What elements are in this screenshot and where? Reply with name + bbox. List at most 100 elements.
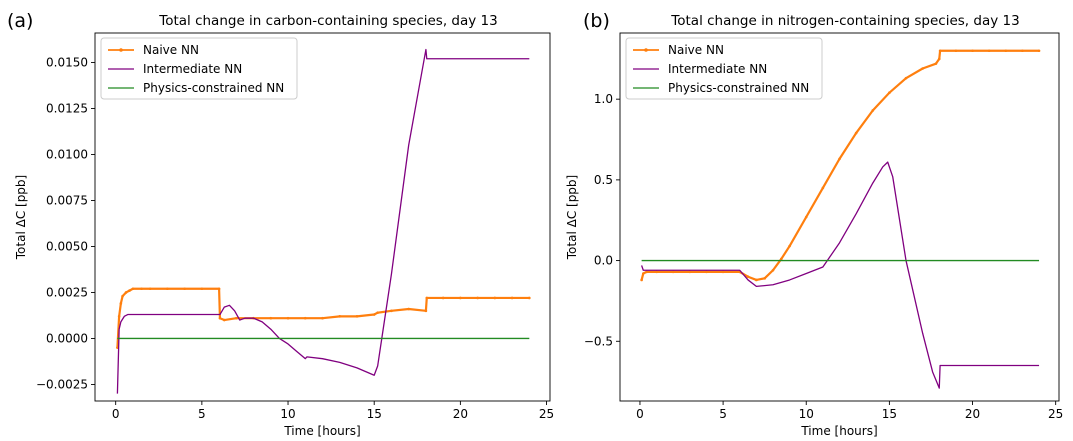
data-point (321, 316, 324, 320)
data-point (407, 307, 410, 311)
data-point (372, 313, 376, 316)
data-point (510, 296, 514, 300)
data-point (821, 186, 825, 190)
axes-frame (94, 32, 551, 402)
legend-marker (644, 48, 648, 52)
data-point (763, 277, 766, 280)
data-point (705, 270, 708, 274)
data-point (655, 270, 658, 274)
data-point (128, 289, 131, 292)
data-point (140, 287, 143, 291)
x-tick-label: 0 (112, 407, 120, 421)
data-point (286, 316, 290, 320)
x-axis-label: Time [hours] (800, 424, 877, 438)
panel-label: (a) (7, 10, 33, 32)
legend-entry: Intermediate NN (668, 62, 767, 76)
data-point (871, 109, 875, 112)
data-point (425, 296, 429, 300)
x-tick-label: 5 (198, 407, 206, 421)
axes-frame (619, 32, 1060, 402)
data-point (390, 309, 393, 313)
data-point (235, 316, 238, 320)
data-point (441, 296, 445, 300)
data-point (148, 287, 152, 291)
data-point (838, 157, 841, 161)
data-point (954, 49, 958, 53)
series-line-intermediate-nn (641, 161, 1040, 389)
y-axis-label: Total ΔC [ppb] (14, 175, 28, 260)
y-tick-label: 0.0025 (46, 285, 88, 299)
data-point (303, 316, 307, 320)
legend-entry: Physics-constrained NN (143, 81, 284, 95)
y-tick-label: 0.0100 (46, 147, 88, 161)
data-point (921, 67, 924, 70)
data-point (779, 257, 783, 261)
legend-entry: Physics-constrained NN (668, 81, 809, 95)
data-point (166, 287, 169, 291)
y-tick-label: −0.0025 (36, 377, 88, 391)
x-tick-label: 25 (1048, 407, 1063, 421)
data-point (771, 268, 775, 272)
data-point (937, 57, 941, 61)
data-point (755, 278, 758, 282)
data-point (117, 315, 121, 318)
data-point (788, 244, 791, 248)
chart-title: Total change in carbon-containing specie… (158, 13, 497, 29)
plot-area (116, 48, 531, 394)
data-point (183, 287, 186, 291)
x-tick-label: 20 (965, 407, 980, 421)
x-tick-label: 10 (280, 407, 295, 421)
data-point (1021, 49, 1024, 53)
panel-label: (b) (583, 10, 610, 32)
x-tick-label: 0 (636, 407, 644, 421)
x-tick-label: 15 (882, 407, 897, 421)
data-point (121, 294, 124, 298)
data-point (641, 272, 645, 275)
data-point (355, 315, 359, 318)
chart-panel-b: 0 5 10 15 20 25 −0.5 0.0 0.5 1.0 Time [hours] Total… (565, 10, 1063, 438)
x-tick-label: 25 (539, 407, 554, 421)
y-tick-label: 0.0075 (46, 193, 88, 207)
data-point (528, 296, 531, 300)
y-tick-label: 0.0 (594, 254, 613, 268)
x-tick-label: 5 (719, 407, 727, 421)
data-point (746, 275, 750, 279)
y-tick-label: 0.0150 (46, 55, 88, 69)
series-line-naive-nn (640, 49, 1040, 282)
x-tick-label: 15 (367, 407, 382, 421)
x-tick-label: 20 (453, 407, 468, 421)
series-line-intermediate-nn (116, 48, 530, 394)
x-axis-label: Time [hours] (283, 424, 360, 438)
y-tick-label: −0.5 (584, 334, 613, 348)
chart-panel-a: 0 5 10 15 20 25 −0.0025 0.0000 0.0025 0.0050 0.007… (7, 10, 554, 438)
legend-entry: Naive NN (143, 43, 199, 57)
data-point (640, 278, 643, 282)
plot-area (640, 49, 1041, 389)
y-tick-label: 0.0125 (46, 101, 88, 115)
y-tick-label: 0.5 (594, 173, 613, 187)
legend-box (100, 37, 298, 100)
data-point (218, 316, 222, 320)
chart-title: Total change in nitrogen-containing spec… (670, 13, 1019, 29)
data-point (269, 316, 273, 320)
data-point (971, 49, 974, 53)
legend-box (625, 37, 823, 100)
data-point (888, 91, 891, 95)
data-point (938, 49, 942, 53)
data-point (987, 49, 991, 53)
data-point (804, 215, 808, 219)
data-point (493, 296, 497, 300)
data-point (376, 311, 379, 314)
y-axis-label: Total ΔC [ppb] (565, 175, 579, 260)
data-point (904, 76, 908, 80)
y-tick-label: 0.0050 (46, 239, 88, 253)
data-point (222, 318, 226, 322)
data-point (645, 270, 648, 274)
legend-entry: Intermediate NN (143, 62, 242, 76)
data-point (1004, 49, 1008, 53)
y-tick-label: 0.0000 (46, 331, 88, 345)
data-point (124, 291, 128, 294)
data-point (671, 270, 675, 274)
data-point (119, 302, 123, 305)
